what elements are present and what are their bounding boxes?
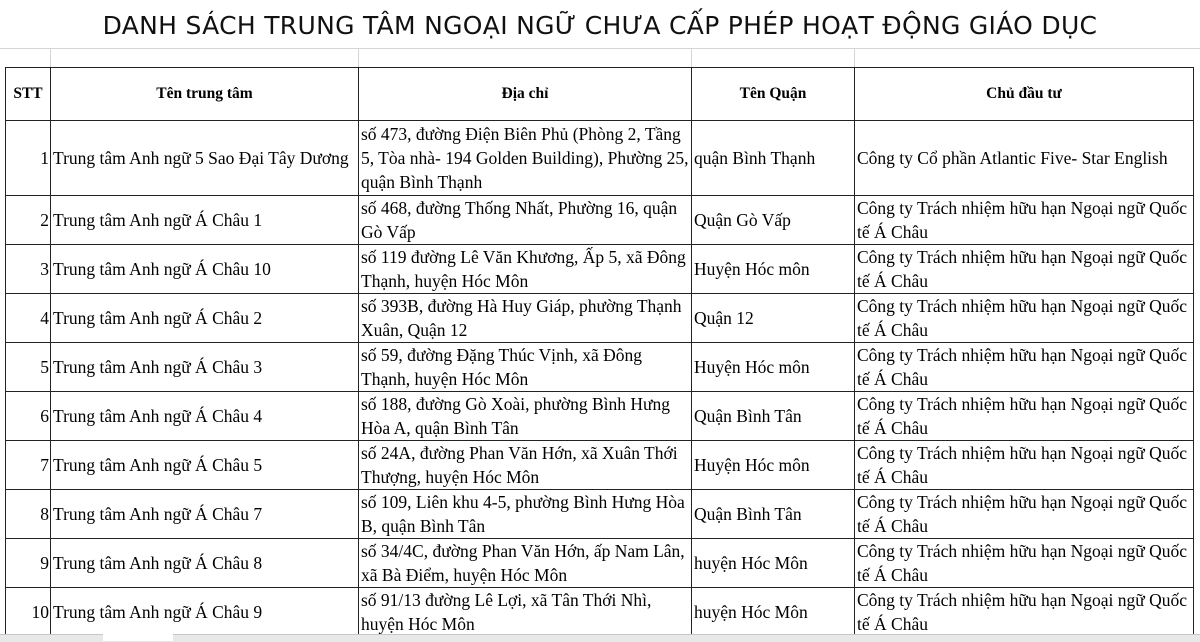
- cell-district[interactable]: Huyện Hóc môn: [691, 440, 855, 490]
- cell-investor[interactable]: Công ty Trách nhiệm hữu hạn Ngoại ngữ Qu…: [854, 587, 1194, 637]
- table-row: 7 Trung tâm Anh ngữ Á Châu 5 số 24A, đường…: [5, 440, 1194, 490]
- gridline: [0, 48, 1200, 49]
- table-row: 9 Trung tâm Anh ngữ Á Châu 8 số 34/4C, đườ…: [5, 538, 1194, 588]
- cell-investor[interactable]: Công ty Cổ phần Atlantic Five- Star Engl…: [854, 120, 1194, 196]
- cell-stt[interactable]: 5: [5, 342, 51, 392]
- cell-center-name[interactable]: Trung tâm Anh ngữ Á Châu 4: [50, 391, 359, 441]
- cell-center-name[interactable]: Trung tâm Anh ngữ Á Châu 9: [50, 587, 359, 637]
- cell-stt[interactable]: 4: [5, 293, 51, 343]
- table-row: 3 Trung tâm Anh ngữ Á Châu 10 số 119 đường…: [5, 244, 1194, 294]
- cell-address[interactable]: số 119 đường Lê Văn Khương, Ấp 5, xã Đôn…: [358, 244, 692, 294]
- cell-stt[interactable]: 1: [5, 120, 51, 196]
- cell-address[interactable]: số 59, đường Đặng Thúc Vịnh, xã Đông Thạ…: [358, 342, 692, 392]
- gridline: [358, 48, 359, 68]
- cell-district[interactable]: Quận Bình Tân: [691, 391, 855, 441]
- cell-stt[interactable]: 6: [5, 391, 51, 441]
- gridline: [50, 48, 51, 68]
- cell-investor[interactable]: Công ty Trách nhiệm hữu hạn Ngoại ngữ Qu…: [854, 293, 1194, 343]
- table-row: 2 Trung tâm Anh ngữ Á Châu 1 số 468, đường…: [5, 195, 1194, 245]
- header-investor[interactable]: Chủ đầu tư: [854, 67, 1194, 121]
- cell-address[interactable]: số 188, đường Gò Xoài, phường Bình Hưng …: [358, 391, 692, 441]
- gridline: [854, 48, 855, 68]
- cell-district[interactable]: Huyện Hóc môn: [691, 342, 855, 392]
- centers-table: STT Tên trung tâm Địa chỉ Tên Quận Chủ đ…: [5, 67, 1194, 637]
- cell-investor[interactable]: Công ty Trách nhiệm hữu hạn Ngoại ngữ Qu…: [854, 538, 1194, 588]
- sheet-tab-bar: [0, 634, 1200, 642]
- cell-center-name[interactable]: Trung tâm Anh ngữ Á Châu 8: [50, 538, 359, 588]
- cell-address[interactable]: số 24A, đường Phan Văn Hớn, xã Xuân Thới…: [358, 440, 692, 490]
- cell-stt[interactable]: 3: [5, 244, 51, 294]
- sheet-tab[interactable]: [103, 634, 173, 641]
- table-row: 5 Trung tâm Anh ngữ Á Châu 3 số 59, đường …: [5, 342, 1194, 392]
- cell-investor[interactable]: Công ty Trách nhiệm hữu hạn Ngoại ngữ Qu…: [854, 244, 1194, 294]
- cell-stt[interactable]: 2: [5, 195, 51, 245]
- header-district[interactable]: Tên Quận: [691, 67, 855, 121]
- table-row: 6 Trung tâm Anh ngữ Á Châu 4 số 188, đường…: [5, 391, 1194, 441]
- cell-center-name[interactable]: Trung tâm Anh ngữ Á Châu 2: [50, 293, 359, 343]
- cell-district[interactable]: huyện Hóc Môn: [691, 587, 855, 637]
- cell-address[interactable]: số 468, đường Thống Nhất, Phường 16, quậ…: [358, 195, 692, 245]
- cell-district[interactable]: Huyện Hóc môn: [691, 244, 855, 294]
- cell-investor[interactable]: Công ty Trách nhiệm hữu hạn Ngoại ngữ Qu…: [854, 342, 1194, 392]
- cell-investor[interactable]: Công ty Trách nhiệm hữu hạn Ngoại ngữ Qu…: [854, 195, 1194, 245]
- cell-stt[interactable]: 10: [5, 587, 51, 637]
- table-row: 1 Trung tâm Anh ngữ 5 Sao Đại Tây Dương số…: [5, 120, 1194, 196]
- gridline: [691, 48, 692, 68]
- cell-address[interactable]: số 34/4C, đường Phan Văn Hớn, ấp Nam Lân…: [358, 538, 692, 588]
- header-stt[interactable]: STT: [5, 67, 51, 121]
- cell-center-name[interactable]: Trung tâm Anh ngữ Á Châu 7: [50, 489, 359, 539]
- cell-center-name[interactable]: Trung tâm Anh ngữ 5 Sao Đại Tây Dương: [50, 120, 359, 196]
- cell-district[interactable]: quận Bình Thạnh: [691, 120, 855, 196]
- cell-district[interactable]: Quận Bình Tân: [691, 489, 855, 539]
- cell-center-name[interactable]: Trung tâm Anh ngữ Á Châu 1: [50, 195, 359, 245]
- sheet-title: DANH SÁCH TRUNG TÂM NGOẠI NGỮ CHƯA CẤP P…: [102, 11, 1098, 40]
- cell-center-name[interactable]: Trung tâm Anh ngữ Á Châu 3: [50, 342, 359, 392]
- cell-district[interactable]: Quận Gò Vấp: [691, 195, 855, 245]
- table-row: 8 Trung tâm Anh ngữ Á Châu 7 số 109, Liên …: [5, 489, 1194, 539]
- header-center-name[interactable]: Tên trung tâm: [50, 67, 359, 121]
- cell-stt[interactable]: 7: [5, 440, 51, 490]
- cell-investor[interactable]: Công ty Trách nhiệm hữu hạn Ngoại ngữ Qu…: [854, 489, 1194, 539]
- cell-district[interactable]: Quận 12: [691, 293, 855, 343]
- cell-center-name[interactable]: Trung tâm Anh ngữ Á Châu 10: [50, 244, 359, 294]
- cell-address[interactable]: số 109, Liên khu 4-5, phường Bình Hưng H…: [358, 489, 692, 539]
- cell-address[interactable]: số 91/13 đường Lê Lợi, xã Tân Thới Nhì, …: [358, 587, 692, 637]
- cell-address[interactable]: số 393B, đường Hà Huy Giáp, phường Thạnh…: [358, 293, 692, 343]
- table-row: 4 Trung tâm Anh ngữ Á Châu 2 số 393B, đườn…: [5, 293, 1194, 343]
- cell-stt[interactable]: 9: [5, 538, 51, 588]
- cell-address[interactable]: số 473, đường Điện Biên Phủ (Phòng 2, Tầ…: [358, 120, 692, 196]
- header-row: STT Tên trung tâm Địa chỉ Tên Quận Chủ đ…: [5, 67, 1194, 121]
- cell-district[interactable]: huyện Hóc Môn: [691, 538, 855, 588]
- header-address[interactable]: Địa chỉ: [358, 67, 692, 121]
- cell-center-name[interactable]: Trung tâm Anh ngữ Á Châu 5: [50, 440, 359, 490]
- cell-investor[interactable]: Công ty Trách nhiệm hữu hạn Ngoại ngữ Qu…: [854, 391, 1194, 441]
- cell-stt[interactable]: 8: [5, 489, 51, 539]
- cell-investor[interactable]: Công ty Trách nhiệm hữu hạn Ngoại ngữ Qu…: [854, 440, 1194, 490]
- table-row: 10 Trung tâm Anh ngữ Á Châu 9 số 91/13 đườ…: [5, 587, 1194, 637]
